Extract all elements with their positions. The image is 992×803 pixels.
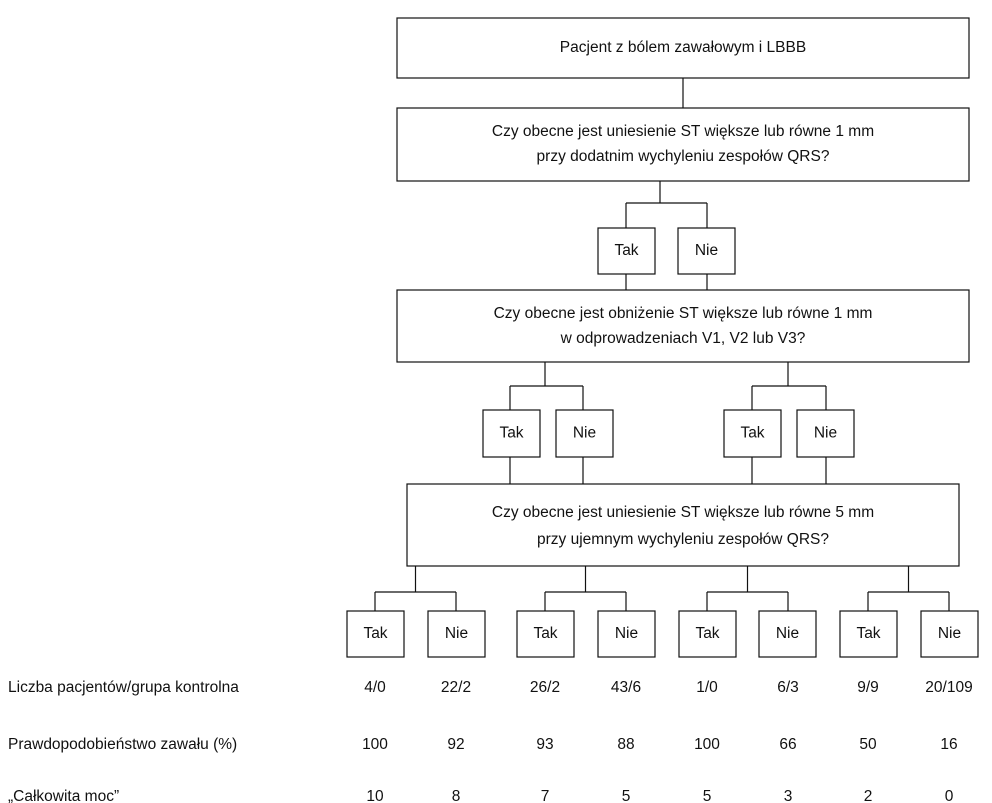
row-value: 92 (447, 736, 464, 753)
row-value: 100 (362, 736, 388, 753)
answer-text: Tak (499, 425, 523, 442)
question-box (396, 107, 970, 182)
row-value: 5 (622, 788, 631, 803)
answer-box (346, 610, 405, 658)
answer-box (723, 409, 782, 458)
answer-text: Nie (776, 625, 799, 642)
question-box-text: przy ujemnym wychyleniu zespołów QRS? (537, 531, 829, 548)
question-box (406, 483, 960, 567)
answer-box (555, 409, 614, 458)
row-value: 2 (864, 788, 873, 803)
row-value: 0 (945, 788, 954, 803)
row-value: 1/0 (696, 679, 718, 696)
row-value: 26/2 (530, 679, 560, 696)
question-box-text: przy dodatnim wychyleniu zespołów QRS? (537, 148, 830, 165)
row-value: 20/109 (925, 679, 972, 696)
row-value: 3 (784, 788, 793, 803)
row-value: 66 (779, 736, 796, 753)
answer-text: Tak (533, 625, 557, 642)
answer-text: Nie (695, 242, 718, 259)
row-value: 100 (694, 736, 720, 753)
start-box-text: Pacjent z bólem zawałowym i LBBB (560, 39, 806, 56)
answer-box (678, 610, 737, 658)
row-value: 7 (541, 788, 550, 803)
row-value: 5 (703, 788, 712, 803)
row-value: 93 (536, 736, 553, 753)
answer-text: Nie (573, 425, 596, 442)
row-value: 50 (859, 736, 877, 753)
answer-box (677, 227, 736, 275)
answer-text: Nie (938, 625, 961, 642)
question-box (396, 289, 970, 363)
answer-text: Tak (740, 425, 764, 442)
answer-box (597, 227, 656, 275)
row-value: 43/6 (611, 679, 641, 696)
answer-box (758, 610, 817, 658)
row-value: 22/2 (441, 679, 471, 696)
row-value: 88 (617, 736, 634, 753)
question-box-text: Czy obecne jest uniesienie ST większe lu… (492, 123, 874, 140)
row-label: Liczba pacjentów/grupa kontrolna (8, 679, 239, 696)
answer-box (920, 610, 979, 658)
row-value: 8 (452, 788, 461, 803)
answer-box (516, 610, 575, 658)
answer-box (482, 409, 541, 458)
row-value: 6/3 (777, 679, 799, 696)
question-box-text: w odprowadzeniach V1, V2 lub V3? (560, 330, 806, 347)
row-value: 4/0 (364, 679, 386, 696)
row-value: 10 (366, 788, 384, 803)
answer-box (796, 409, 855, 458)
answer-text: Tak (695, 625, 719, 642)
row-label: Prawdopodobieństwo zawału (%) (8, 736, 237, 753)
row-label: „Całkowita moc” (8, 788, 119, 803)
answer-text: Nie (445, 625, 468, 642)
answer-text: Nie (615, 625, 638, 642)
row-value: 16 (940, 736, 957, 753)
answer-box (839, 610, 898, 658)
answer-text: Tak (363, 625, 387, 642)
question-box-text: Czy obecne jest uniesienie ST większe lu… (492, 504, 874, 521)
start-box (396, 17, 970, 79)
answer-text: Tak (856, 625, 880, 642)
answer-text: Tak (614, 242, 638, 259)
answer-box (597, 610, 656, 658)
row-value: 9/9 (857, 679, 879, 696)
answer-text: Nie (814, 425, 837, 442)
question-box-text: Czy obecne jest obniżenie ST większe lub… (494, 305, 873, 322)
answer-box (427, 610, 486, 658)
